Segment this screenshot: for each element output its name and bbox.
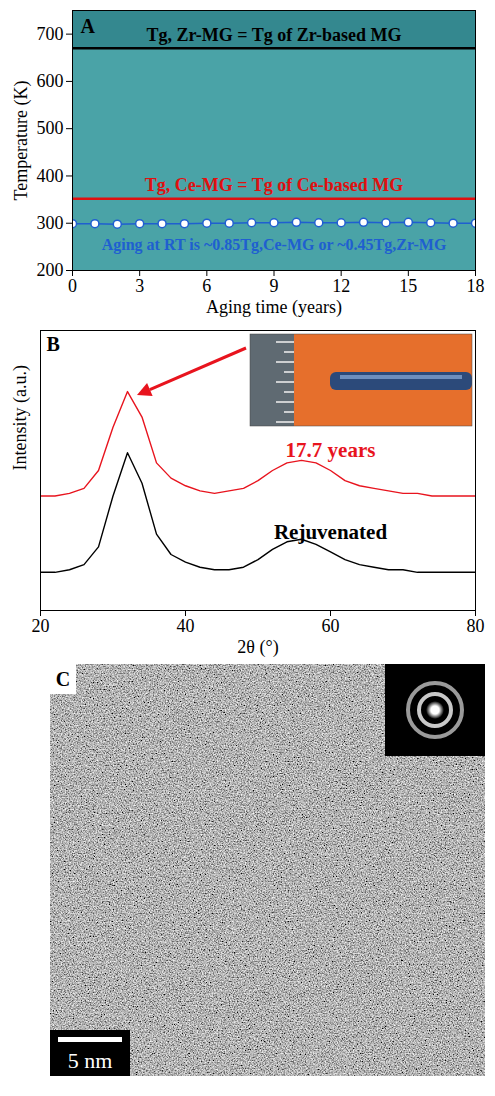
svg-text:12: 12 xyxy=(332,276,350,296)
svg-text:C: C xyxy=(56,668,70,690)
svg-text:20: 20 xyxy=(32,616,50,636)
svg-text:Tg, Ce-MG = Tg of Ce-based MG: Tg, Ce-MG = Tg of Ce-based MG xyxy=(145,175,403,195)
svg-text:Intensity (a.u.): Intensity (a.u.) xyxy=(10,365,31,470)
svg-text:Temperature (K): Temperature (K) xyxy=(11,80,32,200)
svg-text:40: 40 xyxy=(177,616,195,636)
svg-text:Aging at RT is ~0.85Tg,Ce-MG o: Aging at RT is ~0.85Tg,Ce-MG or ~0.45Tg,… xyxy=(102,236,447,254)
svg-text:Rejuvenated: Rejuvenated xyxy=(274,520,387,544)
svg-text:0: 0 xyxy=(68,276,77,296)
svg-text:80: 80 xyxy=(467,616,485,636)
svg-text:5 nm: 5 nm xyxy=(68,1048,113,1073)
svg-text:400: 400 xyxy=(37,166,64,186)
svg-text:600: 600 xyxy=(37,71,64,91)
svg-text:2θ (°): 2θ (°) xyxy=(237,637,278,658)
svg-text:60: 60 xyxy=(322,616,340,636)
svg-text:500: 500 xyxy=(37,118,64,138)
svg-text:700: 700 xyxy=(37,24,64,44)
svg-text:200: 200 xyxy=(37,260,64,280)
svg-text:17.7 years: 17.7 years xyxy=(286,438,376,462)
svg-text:Aging time (years): Aging time (years) xyxy=(206,297,342,318)
svg-text:9: 9 xyxy=(270,276,279,296)
svg-text:6: 6 xyxy=(202,276,211,296)
svg-text:B: B xyxy=(47,333,60,355)
svg-text:18: 18 xyxy=(467,276,485,296)
svg-text:A: A xyxy=(81,15,96,37)
svg-text:Tg, Zr-MG = Tg of Zr-based MG: Tg, Zr-MG = Tg of Zr-based MG xyxy=(146,25,401,45)
svg-text:300: 300 xyxy=(37,213,64,233)
svg-text:3: 3 xyxy=(135,276,144,296)
svg-text:15: 15 xyxy=(399,276,417,296)
